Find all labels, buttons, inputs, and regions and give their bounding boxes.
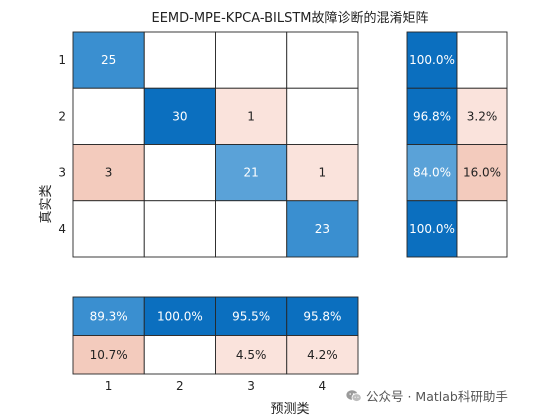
y-tick-label: 1 <box>58 53 66 67</box>
x-tick-label: 1 <box>105 379 113 393</box>
row-summary: 100.0% 96.8% 3.2% 84.0% 16.0% 100.0% <box>406 31 508 258</box>
wechat-icon <box>346 390 362 402</box>
y-tick-label: 3 <box>58 166 66 180</box>
matrix-cell-value: 30 <box>172 109 187 123</box>
x-tick-label: 4 <box>319 379 327 393</box>
column-summary-cell <box>286 335 359 375</box>
column-summary-cell <box>72 335 145 375</box>
chart-title: EEMD-MPE-KPCA-BILSTM故障诊断的混淆矩阵 <box>152 10 429 26</box>
matrix-cell <box>286 31 359 89</box>
column-summary-value: 4.5% <box>236 348 267 362</box>
y-tick-label: 2 <box>58 109 66 123</box>
matrix-cell <box>286 144 359 202</box>
column-summary-value: 4.2% <box>307 348 338 362</box>
watermark-text: 公众号 · Matlab科研助手 <box>366 389 508 404</box>
matrix-cell <box>143 144 216 202</box>
row-summary-cell <box>456 31 508 89</box>
matrix-cell-value: 1 <box>319 166 327 180</box>
column-summary-cell <box>286 296 359 336</box>
matrix-cell <box>215 200 288 258</box>
row-summary-cell <box>456 87 508 145</box>
row-summary-value: 96.8% <box>413 109 451 123</box>
matrix-cell <box>286 87 359 145</box>
column-summary-cell <box>143 335 216 375</box>
matrix-cell <box>215 31 288 89</box>
matrix-cell-value: 21 <box>243 166 258 180</box>
matrix-cell <box>143 200 216 258</box>
column-summary-cell <box>215 335 288 375</box>
watermark: 公众号 · Matlab科研助手 <box>346 386 508 405</box>
row-summary-value: 84.0% <box>413 166 451 180</box>
x-tick-label: 3 <box>247 379 255 393</box>
column-summary-value: 95.5% <box>232 309 270 323</box>
x-tick-label: 2 <box>176 379 184 393</box>
matrix-cell <box>72 87 145 145</box>
column-summary-value: 95.8% <box>303 309 341 323</box>
matrix-cell-value: 3 <box>105 166 113 180</box>
row-summary-value: 100.0% <box>409 53 455 67</box>
matrix-cell <box>215 87 288 145</box>
matrix-cell <box>143 31 216 89</box>
matrix-cell <box>143 87 216 145</box>
row-summary-cell <box>456 200 508 258</box>
axes: 预测类 真实类 1 1 2 2 3 3 4 4 <box>39 53 326 417</box>
column-summary-value: 100.0% <box>157 309 203 323</box>
row-summary-value: 100.0% <box>409 222 455 236</box>
column-summary-value: 89.3% <box>90 309 128 323</box>
matrix-cell <box>72 200 145 258</box>
column-summary-cell <box>215 296 288 336</box>
x-axis-label: 预测类 <box>270 402 309 417</box>
matrix-cell <box>286 200 359 258</box>
row-summary-cell <box>456 144 508 202</box>
matrix-cell <box>72 31 145 89</box>
y-tick-label: 4 <box>58 222 66 236</box>
row-summary-value: 16.0% <box>463 166 501 180</box>
column-summary-cell <box>72 296 145 336</box>
matrix-cell <box>72 144 145 202</box>
main-matrix: 25 30 1 3 21 1 23 <box>72 31 359 258</box>
row-summary-value: 3.2% <box>467 109 498 123</box>
matrix-cell-value: 1 <box>247 109 255 123</box>
y-axis-label: 真实类 <box>39 184 54 223</box>
matrix-cell-value: 25 <box>101 53 116 67</box>
row-summary-cell <box>406 31 458 89</box>
column-summary: 89.3% 100.0% 95.5% 95.8% 10.7% 4.5% 4.2% <box>72 296 359 375</box>
matrix-cell-value: 23 <box>315 222 330 236</box>
row-summary-cell <box>406 200 458 258</box>
column-summary-value: 10.7% <box>90 348 128 362</box>
